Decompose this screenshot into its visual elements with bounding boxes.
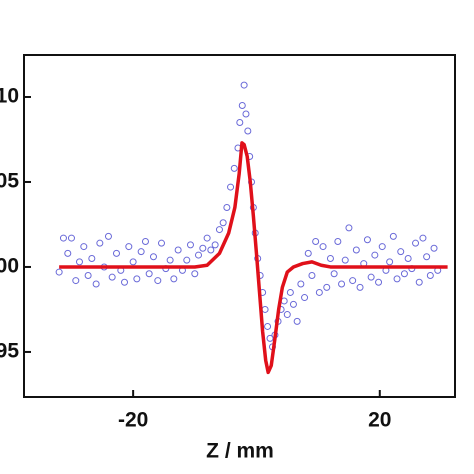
data-point — [304, 249, 312, 257]
x-tick-label: 20 — [368, 409, 391, 432]
data-point — [238, 101, 246, 109]
data-point — [219, 219, 227, 227]
data-point — [64, 249, 72, 257]
data-point — [75, 258, 83, 266]
data-point — [430, 244, 438, 252]
data-point — [137, 248, 145, 256]
data-point — [236, 118, 244, 126]
data-point — [423, 253, 431, 261]
data-point — [330, 270, 338, 278]
data-point — [341, 256, 349, 264]
y-tick-label: 1.00 — [0, 255, 19, 278]
data-point — [261, 305, 269, 313]
data-point — [88, 254, 96, 262]
data-point — [133, 275, 141, 283]
data-point — [183, 256, 191, 264]
data-point — [345, 224, 353, 232]
data-point — [203, 234, 211, 242]
y-tick-label: 1.05 — [0, 170, 19, 193]
data-point — [80, 243, 88, 251]
data-point — [227, 183, 235, 191]
plot-frame — [23, 54, 456, 398]
data-point — [297, 280, 305, 288]
data-point — [242, 110, 250, 118]
data-point — [174, 246, 182, 254]
y-tick-label: 1.10 — [0, 85, 19, 108]
data-point — [149, 253, 157, 261]
data-point — [194, 251, 202, 259]
data-point — [378, 243, 386, 251]
data-point — [166, 256, 174, 264]
data-point — [323, 283, 331, 291]
data-point — [207, 246, 215, 254]
data-point — [386, 258, 394, 266]
data-point — [404, 254, 412, 262]
data-point — [96, 239, 104, 247]
data-point — [266, 334, 274, 342]
x-tick-label: -20 — [118, 409, 148, 432]
data-point — [154, 277, 162, 285]
data-point — [389, 232, 397, 240]
data-point — [121, 278, 129, 286]
data-point — [145, 270, 153, 278]
data-point — [240, 81, 248, 89]
data-point — [141, 237, 149, 245]
data-point — [363, 236, 371, 244]
data-point — [283, 311, 291, 319]
data-point — [230, 164, 238, 172]
data-point — [104, 232, 112, 240]
data-point — [223, 203, 231, 211]
data-point — [315, 288, 323, 296]
data-point — [264, 322, 272, 330]
data-point — [289, 300, 297, 308]
data-point — [412, 239, 420, 247]
data-point — [186, 241, 194, 249]
x-axis-label: Z / mm — [206, 440, 274, 463]
data-point — [312, 237, 320, 245]
data-point — [67, 234, 75, 242]
data-point — [419, 234, 427, 242]
data-point — [92, 280, 100, 288]
data-point — [352, 246, 360, 254]
data-point — [55, 268, 63, 276]
data-point — [393, 275, 401, 283]
data-point — [415, 278, 423, 286]
data-point — [59, 234, 67, 242]
data-point — [215, 226, 223, 234]
fit-line — [59, 141, 448, 375]
data-point — [199, 244, 207, 252]
data-point — [72, 277, 80, 285]
data-point — [211, 241, 219, 249]
data-point — [84, 271, 92, 279]
data-point — [301, 294, 309, 302]
data-point — [319, 243, 327, 251]
data-point — [367, 273, 375, 281]
data-point — [375, 278, 383, 286]
data-point — [356, 283, 364, 291]
data-point — [334, 237, 342, 245]
data-point — [286, 288, 294, 296]
data-point — [308, 271, 316, 279]
data-point — [170, 275, 178, 283]
data-point — [108, 273, 116, 281]
data-point — [129, 258, 137, 266]
data-point — [426, 271, 434, 279]
data-point — [191, 270, 199, 278]
data-point — [293, 317, 301, 325]
data-point — [371, 251, 379, 259]
data-point — [400, 270, 408, 278]
data-point — [349, 277, 357, 285]
data-point — [244, 127, 252, 135]
data-point — [397, 248, 405, 256]
data-point — [112, 249, 120, 257]
y-tick-label: 0.95 — [0, 340, 19, 363]
data-point — [338, 280, 346, 288]
data-point — [158, 239, 166, 247]
data-point — [125, 243, 133, 251]
data-point — [326, 254, 334, 262]
